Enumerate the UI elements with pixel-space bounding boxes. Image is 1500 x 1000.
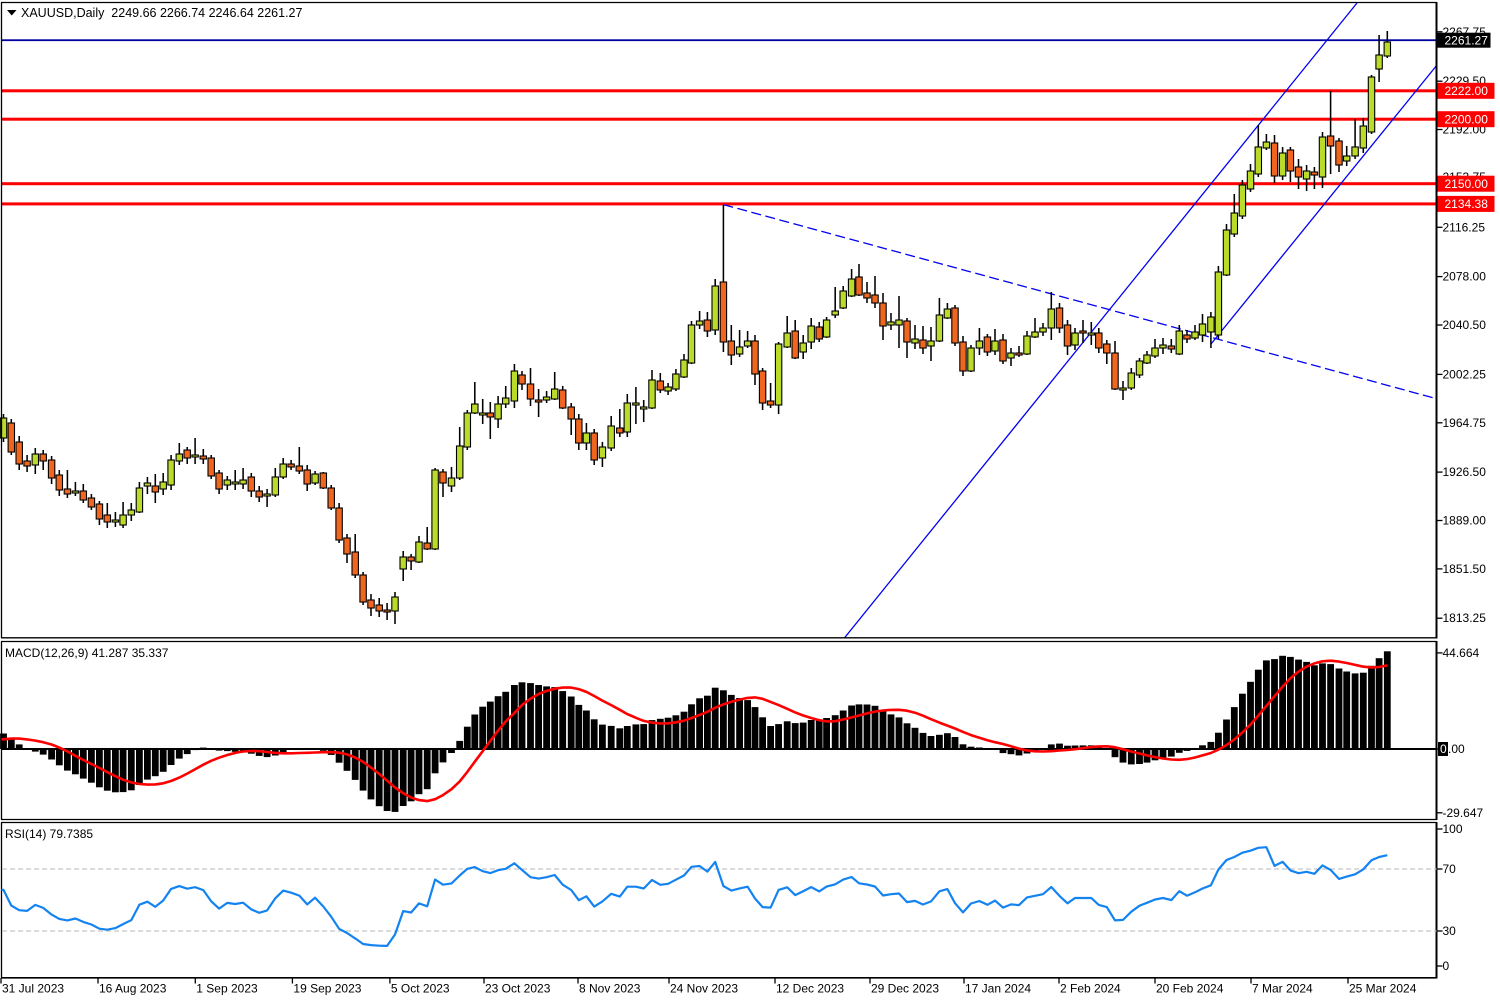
svg-text:30: 30	[1443, 924, 1457, 938]
svg-text:1851.50: 1851.50	[1443, 562, 1487, 576]
svg-text:24 Nov 2023: 24 Nov 2023	[670, 982, 738, 996]
svg-text:1813.25: 1813.25	[1443, 611, 1487, 625]
svg-text:17 Jan 2024: 17 Jan 2024	[965, 982, 1031, 996]
svg-text:2002.25: 2002.25	[1443, 367, 1487, 381]
svg-text:1 Sep 2023: 1 Sep 2023	[196, 982, 258, 996]
svg-text:25 Mar 2024: 25 Mar 2024	[1349, 982, 1417, 996]
svg-text:-29.647: -29.647	[1443, 806, 1484, 820]
svg-text:20 Feb 2024: 20 Feb 2024	[1156, 982, 1224, 996]
svg-text:2200.00: 2200.00	[1445, 112, 1489, 126]
svg-text:1926.50: 1926.50	[1443, 465, 1487, 479]
svg-text:5 Oct 2023: 5 Oct 2023	[391, 982, 450, 996]
svg-text:8 Nov 2023: 8 Nov 2023	[579, 982, 641, 996]
svg-text:0: 0	[1443, 959, 1450, 973]
svg-text:.00: .00	[1448, 742, 1465, 756]
svg-text:23 Oct 2023: 23 Oct 2023	[485, 982, 551, 996]
svg-text:7 Mar 2024: 7 Mar 2024	[1252, 982, 1313, 996]
svg-text:0: 0	[1440, 742, 1447, 756]
svg-text:100: 100	[1443, 822, 1463, 836]
svg-text:44.664: 44.664	[1443, 646, 1480, 660]
svg-text:2222.00: 2222.00	[1445, 84, 1489, 98]
svg-text:2150.00: 2150.00	[1445, 177, 1489, 191]
svg-text:29 Dec 2023: 29 Dec 2023	[871, 982, 939, 996]
svg-text:MACD(12,26,9) 41.287 35.337: MACD(12,26,9) 41.287 35.337	[5, 646, 169, 660]
svg-text:12 Dec 2023: 12 Dec 2023	[776, 982, 844, 996]
svg-text:2078.00: 2078.00	[1443, 270, 1487, 284]
svg-text:2116.25: 2116.25	[1443, 220, 1486, 234]
svg-text:2134.38: 2134.38	[1445, 197, 1489, 211]
svg-text:1964.75: 1964.75	[1443, 416, 1487, 430]
svg-text:2 Feb 2024: 2 Feb 2024	[1060, 982, 1121, 996]
svg-text:31 Jul 2023: 31 Jul 2023	[2, 982, 64, 996]
svg-text:1889.00: 1889.00	[1443, 514, 1487, 528]
svg-text:70: 70	[1443, 862, 1457, 876]
svg-text:16 Aug 2023: 16 Aug 2023	[99, 982, 167, 996]
svg-text:2261.27: 2261.27	[1445, 33, 1489, 47]
svg-text:XAUUSD,Daily 2249.66 2266.74: XAUUSD,Daily 2249.66 2266.74 2246.64 226…	[21, 6, 302, 20]
svg-text:RSI(14) 79.7385: RSI(14) 79.7385	[5, 827, 93, 841]
svg-text:19 Sep 2023: 19 Sep 2023	[293, 982, 361, 996]
svg-text:2040.50: 2040.50	[1443, 318, 1487, 332]
